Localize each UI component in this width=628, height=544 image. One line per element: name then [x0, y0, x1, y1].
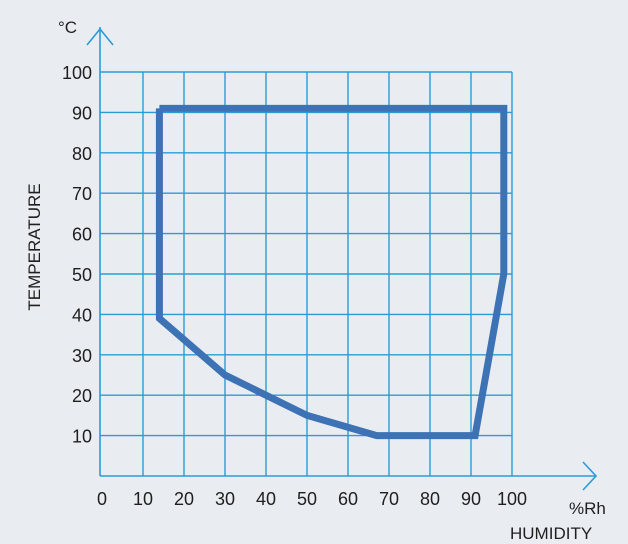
y-tick-label: 90: [72, 103, 92, 123]
y-tick-label: 40: [72, 305, 92, 325]
x-tick-label: 30: [215, 489, 235, 509]
y-tick-label: 20: [72, 386, 92, 406]
y-tick-label: 70: [72, 184, 92, 204]
x-axis-arrow-icon: [582, 461, 598, 491]
x-axis-title: HUMIDITY: [510, 524, 592, 543]
y-unit-label: °C: [58, 18, 77, 37]
y-axis-arrow-icon: [86, 27, 114, 46]
x-tick-label: 90: [461, 489, 481, 509]
axes: [86, 27, 598, 491]
x-tick-label: 0: [97, 489, 107, 509]
x-tick-label: 50: [297, 489, 317, 509]
x-tick-label: 100: [497, 489, 527, 509]
y-tick-label: 100: [62, 63, 92, 83]
x-tick-label: 80: [420, 489, 440, 509]
y-tick-label: 30: [72, 346, 92, 366]
tick-labels: 0 10 20 30 40 50 60 70 80 90 100 10 20 30 40 50 60 70 80 90…: [62, 63, 527, 509]
x-tick-label: 40: [256, 489, 276, 509]
series-layer: [155, 104, 508, 440]
y-tick-label: 50: [72, 265, 92, 285]
y-tick-label: 60: [72, 225, 92, 245]
x-tick-label: 70: [379, 489, 399, 509]
x-unit-label: %Rh: [569, 499, 606, 518]
series-line: [155, 104, 508, 440]
x-tick-label: 60: [338, 489, 358, 509]
grid: [100, 71, 513, 476]
x-tick-label: 10: [133, 489, 153, 509]
y-tick-label: 10: [72, 427, 92, 447]
y-tick-label: 80: [72, 144, 92, 164]
y-axis-title: TEMPERATURE: [25, 183, 44, 310]
x-tick-label: 20: [174, 489, 194, 509]
